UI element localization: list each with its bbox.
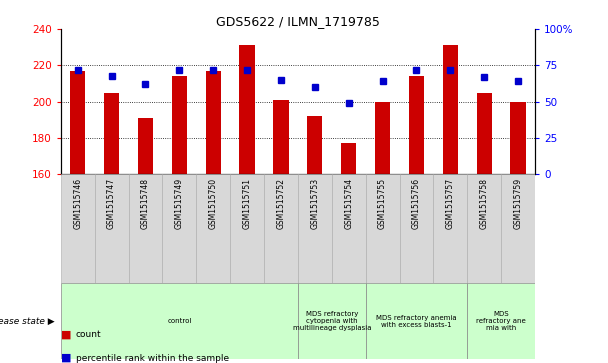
Text: GSM1515758: GSM1515758 [480,178,489,228]
Bar [61,174,95,283]
Bar [307,116,322,174]
Text: MDS refractory
cytopenia with
multilineage dysplasia: MDS refractory cytopenia with multilinea… [292,311,371,331]
Bar [365,174,399,283]
Bar [162,174,196,283]
Bar [274,100,289,174]
Bar [104,93,119,174]
Bar [332,174,365,283]
Text: GSM1515746: GSM1515746 [73,178,82,229]
Bar [443,45,458,174]
Bar [298,174,332,283]
Text: ■: ■ [61,329,71,339]
Text: ■: ■ [61,353,71,363]
Bar [240,45,255,174]
Bar [206,71,221,174]
Bar [70,71,85,174]
Bar [230,174,264,283]
Text: GSM1515752: GSM1515752 [277,178,286,228]
Bar [511,102,526,174]
Text: control: control [167,318,192,324]
Bar [468,174,501,283]
Bar [399,174,434,283]
Text: GSM1515755: GSM1515755 [378,178,387,229]
Bar [61,283,298,359]
Text: count: count [76,330,102,339]
Text: GSM1515750: GSM1515750 [209,178,218,229]
Bar [95,174,128,283]
Text: GSM1515747: GSM1515747 [107,178,116,229]
Bar [341,143,356,174]
Bar [138,118,153,174]
Bar [434,174,468,283]
Text: GSM1515754: GSM1515754 [344,178,353,229]
Text: disease state ▶: disease state ▶ [0,317,55,326]
Text: GSM1515751: GSM1515751 [243,178,252,228]
Text: GSM1515748: GSM1515748 [141,178,150,228]
Text: GSM1515757: GSM1515757 [446,178,455,229]
Title: GDS5622 / ILMN_1719785: GDS5622 / ILMN_1719785 [216,15,380,28]
Bar [409,76,424,174]
Bar [468,283,535,359]
Bar [501,174,535,283]
Text: percentile rank within the sample: percentile rank within the sample [76,354,229,363]
Text: MDS
refractory ane
mia with: MDS refractory ane mia with [476,311,526,331]
Bar [128,174,162,283]
Bar [171,76,187,174]
Bar [298,283,365,359]
Bar [375,102,390,174]
Text: MDS refractory anemia
with excess blasts-1: MDS refractory anemia with excess blasts… [376,315,457,328]
Text: GSM1515756: GSM1515756 [412,178,421,229]
Text: GSM1515753: GSM1515753 [310,178,319,229]
Bar [264,174,298,283]
Bar [196,174,230,283]
Text: GSM1515759: GSM1515759 [514,178,523,229]
Bar [477,93,492,174]
Text: GSM1515749: GSM1515749 [175,178,184,229]
Bar [365,283,468,359]
